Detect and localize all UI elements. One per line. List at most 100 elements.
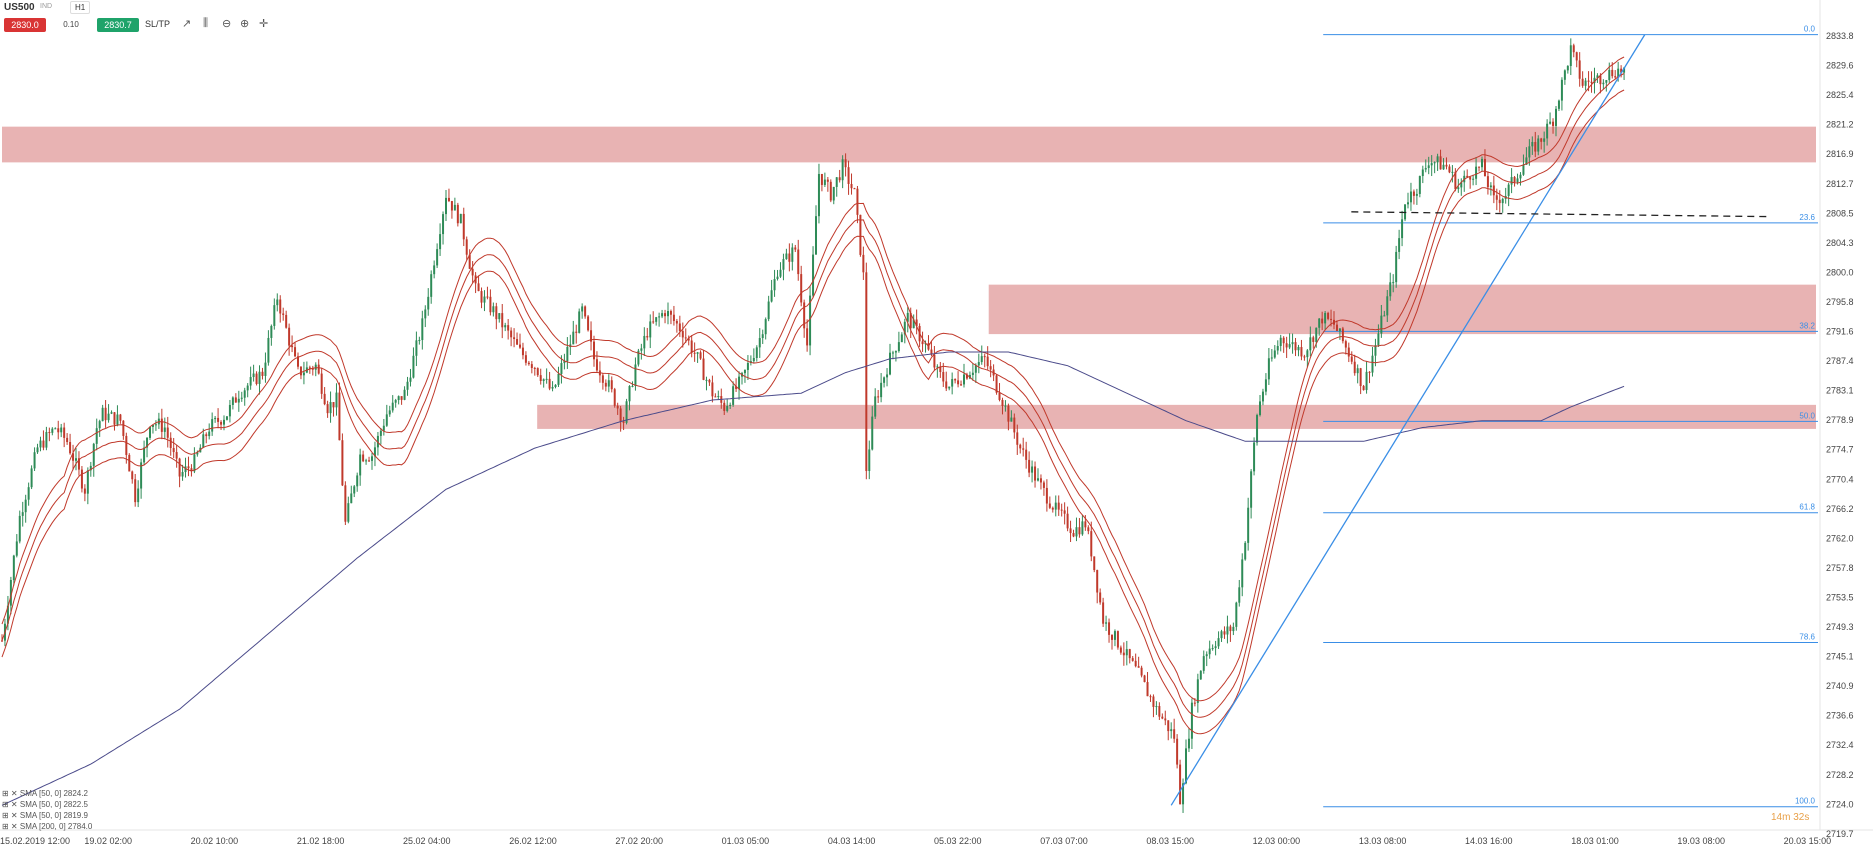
candle-body bbox=[681, 331, 684, 338]
sltp-button[interactable]: SL/TP bbox=[145, 19, 171, 29]
candle-body bbox=[1244, 542, 1247, 560]
y-tick-label: 2732.4 bbox=[1826, 740, 1854, 750]
fib-label-1: 23.6 bbox=[1799, 213, 1815, 222]
candle-body bbox=[492, 306, 495, 313]
candle-body bbox=[1072, 533, 1075, 537]
x-tick-label: 20.03 15:00 bbox=[1784, 836, 1832, 846]
legend-item-sma-mid[interactable]: ⊞ ✕ SMA [50, 0] 2822.5 bbox=[2, 800, 88, 809]
candle-body bbox=[815, 216, 817, 255]
candle-body bbox=[1412, 191, 1415, 196]
candle-body bbox=[1605, 80, 1608, 83]
candle-body bbox=[1108, 622, 1111, 635]
candle-body bbox=[418, 340, 421, 342]
candle-body bbox=[128, 454, 131, 472]
candle-body bbox=[1415, 193, 1418, 196]
candle-body bbox=[1611, 69, 1614, 77]
candle-body bbox=[1442, 164, 1445, 170]
candle-body bbox=[1608, 69, 1611, 81]
candle-body bbox=[1427, 165, 1430, 169]
volume-input[interactable]: 0.10 bbox=[63, 20, 79, 29]
candles-icon[interactable]: ⫼ bbox=[203, 17, 209, 29]
sell-button[interactable]: 2830.0 bbox=[4, 18, 46, 32]
candle-body bbox=[1392, 282, 1395, 284]
candle-body bbox=[871, 416, 874, 450]
candle-body bbox=[379, 430, 382, 436]
candle-body bbox=[530, 364, 533, 368]
candle-body bbox=[243, 390, 246, 398]
candle-body bbox=[770, 290, 773, 302]
legend-item-sma-lower[interactable]: ⊞ ✕ SMA [50, 0] 2819.9 bbox=[2, 811, 88, 820]
candle-body bbox=[214, 417, 217, 420]
resistance-zone-0 bbox=[2, 126, 1816, 163]
chart-toolbar: US500 IND H1 2830.0 0.10 2830.7 SL/TP ↗ … bbox=[0, 0, 400, 36]
y-tick-label: 2749.3 bbox=[1826, 622, 1854, 632]
legend-item-sma-200[interactable]: ⊞ ✕ SMA [200, 0] 2784.0 bbox=[2, 822, 93, 831]
candle-body bbox=[1037, 478, 1039, 481]
candle-body bbox=[146, 437, 149, 448]
crosshair-icon[interactable]: ✛ bbox=[259, 18, 269, 30]
candle-body bbox=[338, 392, 341, 441]
candle-body bbox=[9, 579, 12, 606]
candle-body bbox=[1543, 138, 1546, 142]
timeframe-select[interactable]: H1 bbox=[70, 1, 91, 14]
buy-button[interactable]: 2830.7 bbox=[97, 18, 139, 32]
dashed-support-line bbox=[1351, 211, 1772, 218]
candle-body bbox=[800, 274, 803, 303]
candle-body bbox=[1051, 507, 1054, 510]
candle-body bbox=[1584, 80, 1587, 86]
candle-body bbox=[1436, 156, 1439, 163]
candle-body bbox=[628, 386, 631, 402]
indicator-legend: ⊞ ✕ SMA [50, 0] 2824.2 ⊞ ✕ SMA [50, 0] 2… bbox=[2, 788, 92, 832]
candle-body bbox=[900, 334, 903, 343]
candle-body bbox=[24, 499, 27, 513]
candle-body bbox=[69, 442, 72, 454]
candle-body bbox=[1347, 347, 1350, 357]
candle-body bbox=[1090, 531, 1093, 557]
candle-body bbox=[850, 183, 853, 189]
candle-body bbox=[622, 421, 625, 423]
candle-body bbox=[1557, 100, 1560, 109]
candle-body bbox=[1155, 706, 1158, 708]
legend-item-sma-upper[interactable]: ⊞ ✕ SMA [50, 0] 2824.2 bbox=[2, 789, 88, 798]
y-tick-label: 2740.9 bbox=[1826, 681, 1854, 691]
candle-body bbox=[823, 179, 826, 185]
candle-body bbox=[1560, 79, 1563, 101]
candle-body bbox=[371, 456, 373, 461]
candle-body bbox=[1318, 318, 1321, 328]
candle-body bbox=[894, 351, 897, 353]
candle-body bbox=[844, 159, 847, 168]
candle-body bbox=[1531, 141, 1534, 147]
candle-body bbox=[1344, 341, 1347, 348]
candle-body bbox=[743, 369, 746, 374]
x-tick-label: 07.03 07:00 bbox=[1040, 836, 1088, 846]
candle-body bbox=[1105, 622, 1108, 624]
candle-body bbox=[231, 397, 234, 405]
candle-body bbox=[983, 356, 986, 358]
candle-body bbox=[486, 296, 489, 298]
candle-body bbox=[1620, 68, 1623, 73]
y-tick-label: 2774.7 bbox=[1826, 445, 1854, 455]
candle-body bbox=[1350, 356, 1353, 362]
candle-body bbox=[291, 345, 294, 348]
symbol-label[interactable]: US500 bbox=[4, 2, 35, 13]
candle-body bbox=[1309, 337, 1312, 351]
candle-body bbox=[468, 254, 471, 269]
candle-body bbox=[595, 359, 598, 371]
candle-body bbox=[998, 392, 1001, 400]
y-tick-label: 2821.2 bbox=[1826, 120, 1854, 130]
line-chart-icon[interactable]: ↗ bbox=[182, 18, 192, 30]
zoom-out-icon[interactable]: ⊖ bbox=[222, 18, 232, 30]
candle-body bbox=[439, 234, 442, 250]
candle-body bbox=[519, 344, 521, 348]
candle-body bbox=[714, 396, 717, 398]
candle-body bbox=[498, 313, 501, 320]
candle-body bbox=[1599, 75, 1602, 85]
candle-body bbox=[995, 375, 998, 393]
zoom-in-icon[interactable]: ⊕ bbox=[240, 18, 250, 30]
candle-body bbox=[909, 312, 912, 329]
candle-body bbox=[75, 458, 77, 461]
y-tick-label: 2757.8 bbox=[1826, 563, 1854, 573]
candle-body bbox=[661, 313, 664, 317]
candle-body bbox=[113, 412, 116, 425]
